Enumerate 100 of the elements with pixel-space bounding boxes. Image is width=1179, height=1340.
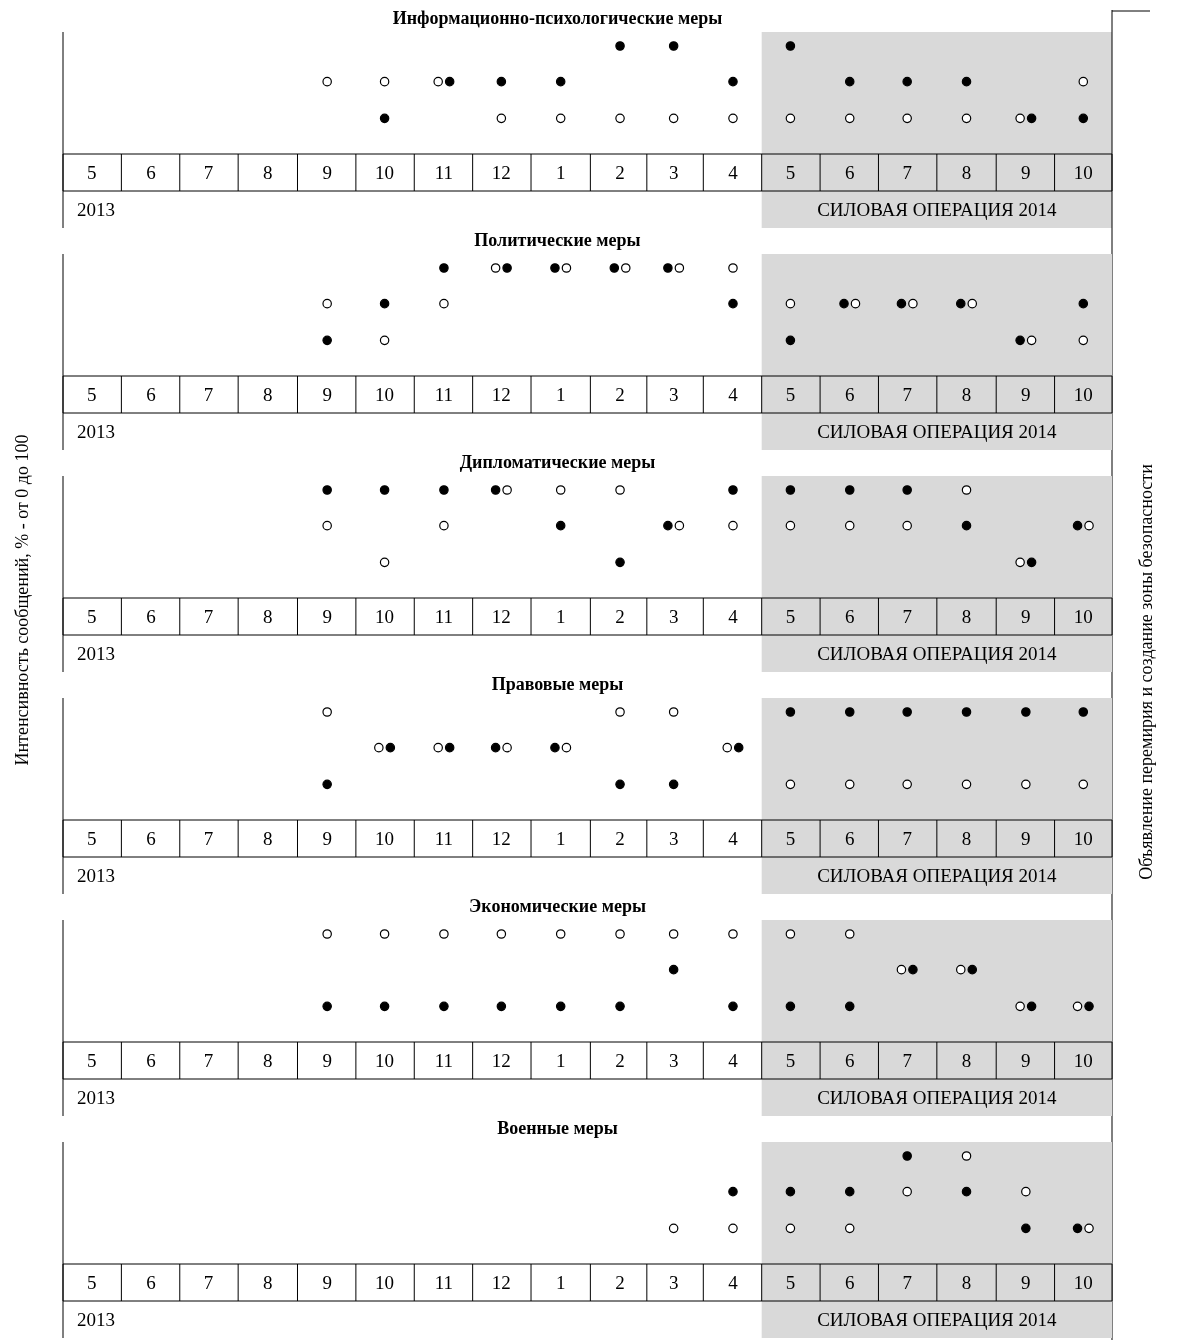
x-tick-label: 12 xyxy=(491,1272,511,1293)
chart-title: Дипломатические меры xyxy=(459,452,656,472)
x-tick-label: 11 xyxy=(434,384,454,405)
x-tick-label: 7 xyxy=(902,162,912,183)
x-tick-label: 10 xyxy=(1073,1272,1093,1293)
x-tick-label: 6 xyxy=(845,384,855,405)
x-tick-label: 9 xyxy=(1021,1272,1031,1293)
x-tick-label: 7 xyxy=(902,384,912,405)
x-tick-label: 10 xyxy=(375,1050,395,1071)
x-tick-label: 5 xyxy=(785,384,796,405)
band-label: СИЛОВАЯ ОПЕРАЦИЯ 2014 xyxy=(817,865,1058,886)
x-tick-label: 9 xyxy=(1021,1050,1031,1071)
x-tick-label: 8 xyxy=(961,384,972,405)
x-tick-label: 6 xyxy=(146,384,156,405)
x-tick-label: 8 xyxy=(263,384,273,405)
x-tick-label: 8 xyxy=(263,828,273,849)
text: 2013 xyxy=(77,199,115,220)
x-tick-label: 1 xyxy=(555,1272,566,1293)
chart-title: Информационно-психологические меры xyxy=(392,8,723,28)
x-tick-label: 3 xyxy=(668,1050,679,1071)
x-tick-label: 10 xyxy=(1073,606,1093,627)
x-tick-label: 1 xyxy=(555,162,566,183)
x-tick-label: 9 xyxy=(322,1272,332,1293)
x-tick-label: 1 xyxy=(555,828,566,849)
x-tick-label: 12 xyxy=(491,1050,511,1071)
band-label: СИЛОВАЯ ОПЕРАЦИЯ 2014 xyxy=(817,1309,1058,1330)
band-label: СИЛОВАЯ ОПЕРАЦИЯ 2014 xyxy=(817,1087,1058,1108)
x-tick-label: 8 xyxy=(961,828,972,849)
x-tick-label: 7 xyxy=(902,1050,912,1071)
x-tick-label: 2 xyxy=(615,162,625,183)
x-tick-label: 10 xyxy=(375,384,395,405)
text: 2013 xyxy=(77,643,115,664)
x-tick-label: 8 xyxy=(263,1272,273,1293)
x-tick-label: 7 xyxy=(203,1272,214,1293)
x-tick-label: 6 xyxy=(845,1050,855,1071)
text: 2013 xyxy=(77,865,115,886)
x-tick-label: 8 xyxy=(263,1050,273,1071)
x-tick-label: 5 xyxy=(785,606,796,627)
text: 2013 xyxy=(77,1309,115,1330)
chart-title: Экономические меры xyxy=(469,896,646,916)
x-tick-label: 4 xyxy=(728,1272,739,1293)
x-tick-label: 8 xyxy=(961,162,972,183)
x-tick-label: 4 xyxy=(728,828,739,849)
ref-line-label: Объявление перемирия и создание зоны безопасности xyxy=(1136,463,1156,880)
x-tick-label: 4 xyxy=(728,1050,739,1071)
x-tick-label: 4 xyxy=(728,162,739,183)
band-label: СИЛОВАЯ ОПЕРАЦИЯ 2014 xyxy=(817,421,1058,442)
x-tick-label: 10 xyxy=(375,606,395,627)
x-tick-label: 12 xyxy=(491,828,511,849)
x-tick-label: 4 xyxy=(728,606,739,627)
x-tick-label: 6 xyxy=(845,606,855,627)
x-tick-label: 5 xyxy=(86,384,97,405)
band-label: СИЛОВАЯ ОПЕРАЦИЯ 2014 xyxy=(817,643,1058,664)
x-tick-label: 7 xyxy=(902,606,912,627)
x-tick-label: 6 xyxy=(146,162,156,183)
x-tick-label: 7 xyxy=(902,1272,912,1293)
x-tick-label: 5 xyxy=(86,162,97,183)
x-tick-label: 11 xyxy=(434,1050,454,1071)
x-tick-label: 10 xyxy=(1073,828,1093,849)
x-tick-label: 2 xyxy=(615,384,625,405)
x-tick-label: 6 xyxy=(146,1272,156,1293)
x-tick-label: 1 xyxy=(555,606,566,627)
x-tick-label: 9 xyxy=(1021,828,1031,849)
x-tick-label: 6 xyxy=(845,162,855,183)
x-tick-label: 9 xyxy=(322,606,332,627)
y-axis-title: Интенсивность сообщений, % - от 0 до 100 xyxy=(12,434,32,766)
x-tick-label: 6 xyxy=(146,828,156,849)
x-tick-label: 5 xyxy=(86,828,97,849)
x-tick-label: 10 xyxy=(375,828,395,849)
x-tick-label: 3 xyxy=(668,162,679,183)
x-tick-label: 7 xyxy=(203,384,214,405)
text: 2013 xyxy=(77,421,115,442)
x-tick-label: 9 xyxy=(322,384,332,405)
x-tick-label: 3 xyxy=(668,1272,679,1293)
x-tick-label: 3 xyxy=(668,384,679,405)
x-tick-label: 12 xyxy=(491,384,511,405)
x-tick-label: 2 xyxy=(615,1272,625,1293)
x-tick-label: 8 xyxy=(961,606,972,627)
x-tick-label: 3 xyxy=(668,828,679,849)
x-tick-label: 7 xyxy=(203,828,214,849)
x-tick-label: 11 xyxy=(434,162,454,183)
x-tick-label: 10 xyxy=(1073,1050,1093,1071)
x-tick-label: 9 xyxy=(1021,384,1031,405)
chart-title: Правовые меры xyxy=(491,674,624,694)
x-tick-label: 7 xyxy=(902,828,912,849)
x-tick-label: 9 xyxy=(322,828,332,849)
x-tick-label: 8 xyxy=(263,606,273,627)
x-tick-label: 6 xyxy=(845,1272,855,1293)
band-label: СИЛОВАЯ ОПЕРАЦИЯ 2014 xyxy=(817,199,1058,220)
x-tick-label: 9 xyxy=(322,162,332,183)
x-tick-label: 11 xyxy=(434,1272,454,1293)
x-tick-label: 2 xyxy=(615,1050,625,1071)
x-tick-label: 11 xyxy=(434,606,454,627)
x-tick-label: 5 xyxy=(785,828,796,849)
x-tick-label: 2 xyxy=(615,606,625,627)
x-tick-label: 8 xyxy=(961,1272,972,1293)
x-tick-label: 10 xyxy=(375,162,395,183)
x-tick-label: 12 xyxy=(491,162,511,183)
x-tick-label: 9 xyxy=(1021,606,1031,627)
x-tick-label: 11 xyxy=(434,828,454,849)
